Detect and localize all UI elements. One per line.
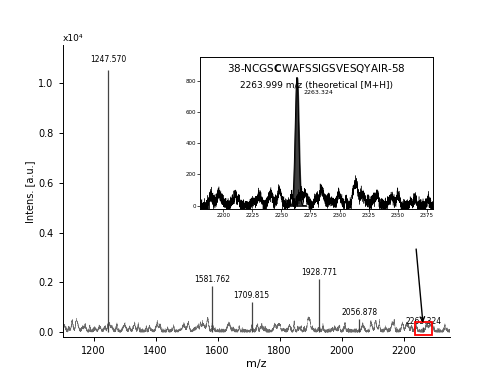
Text: 38-NCGS$\mathbf{C}$WAFSSIGSVESQYAIR-58: 38-NCGS$\mathbf{C}$WAFSSIGSVESQYAIR-58 [227,62,406,75]
Text: 1928.771: 1928.771 [302,268,338,277]
X-axis label: m/z: m/z [246,359,266,369]
Text: 2056.878: 2056.878 [341,309,377,317]
Text: 1709.815: 1709.815 [234,291,270,301]
Text: x10⁴: x10⁴ [62,34,83,42]
Text: 1581.762: 1581.762 [194,275,230,284]
Text: 2263.324: 2263.324 [304,90,334,96]
Y-axis label: Intens. [a.u.]: Intens. [a.u.] [26,160,36,222]
Text: 1247.570: 1247.570 [90,55,126,64]
Text: 2263.999 m/z (theoretical [M+H]): 2263.999 m/z (theoretical [M+H]) [240,81,393,91]
Bar [414,323,432,335]
Text: 2263.324: 2263.324 [405,317,441,326]
